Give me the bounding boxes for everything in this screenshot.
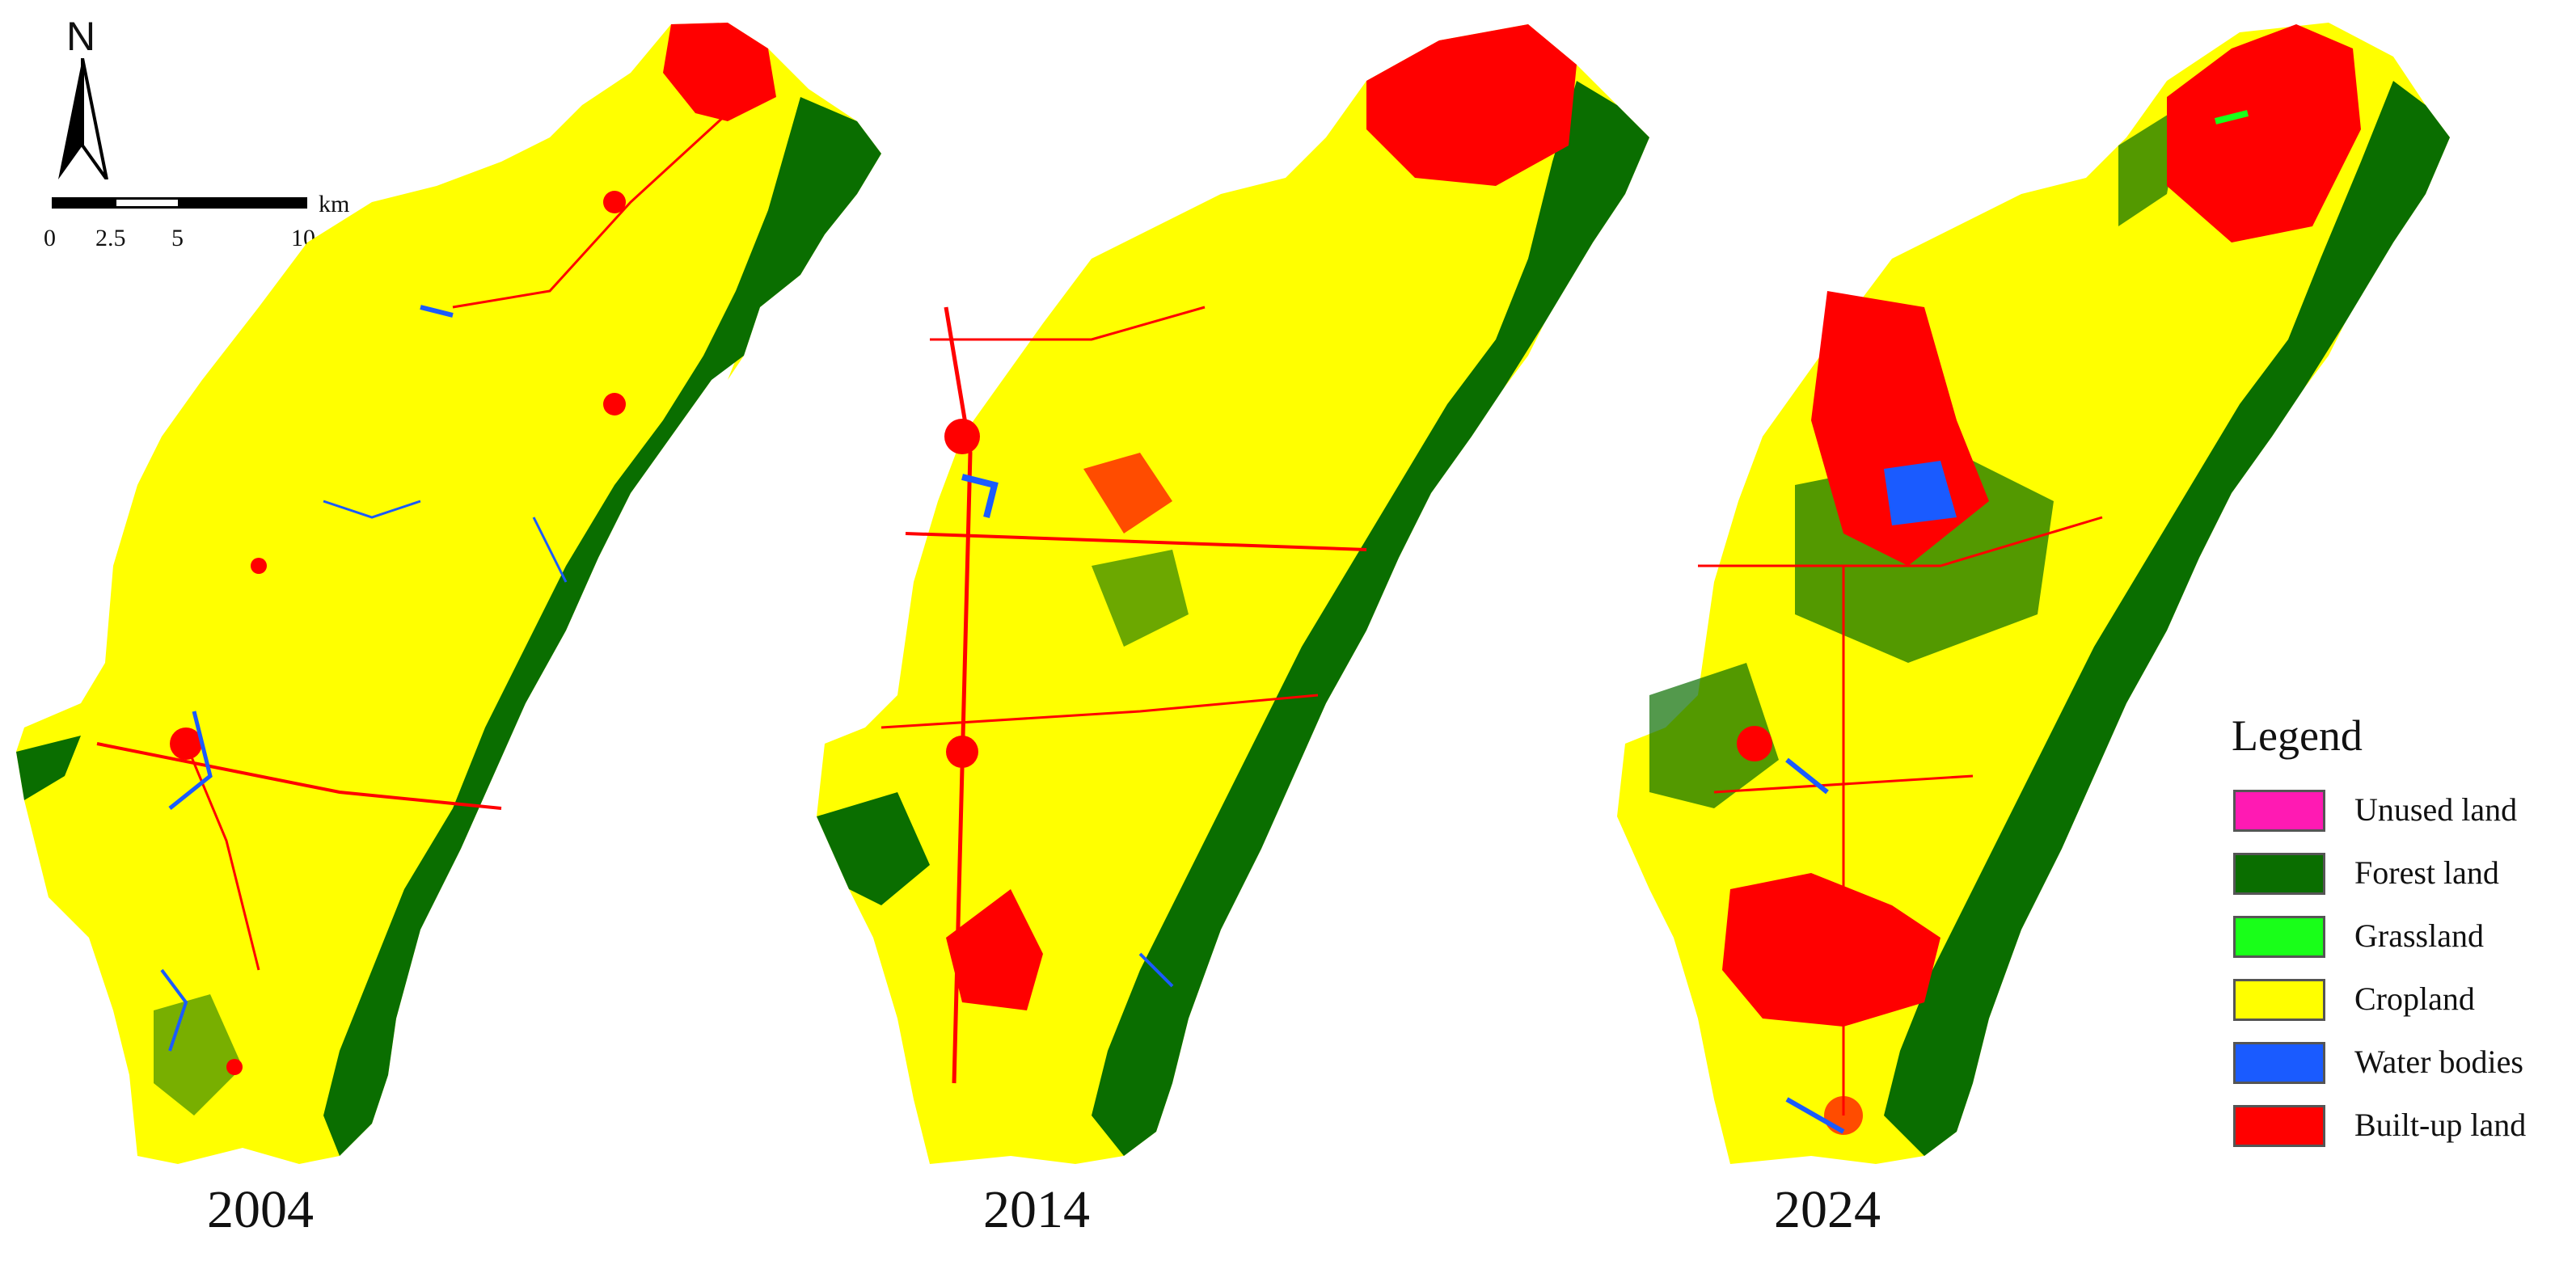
- north-label: N: [66, 14, 96, 59]
- year-label-2024: 2024: [1774, 1180, 1881, 1239]
- scale-tick-5: 5: [171, 225, 184, 251]
- scale-bar-graphic: [52, 197, 307, 209]
- legend-swatch-water-bodies: [2233, 1042, 2325, 1084]
- legend-swatch-grassland: [2233, 916, 2325, 958]
- legend-item-water-bodies: Water bodies: [2232, 1038, 2571, 1086]
- legend-item-cropland: Cropland: [2232, 975, 2571, 1023]
- legend-title: Legend: [2232, 711, 2363, 760]
- legend-label-grassland: Grassland: [2354, 917, 2484, 954]
- land-use-map-2014: [817, 24, 1649, 1164]
- legend-swatch-cropland: [2233, 979, 2325, 1021]
- scale-bar: 0 2.5 5 10 km: [44, 191, 374, 265]
- north-arrow-icon: [58, 58, 108, 179]
- scale-tick-2-5: 2.5: [95, 225, 126, 251]
- legend: Legend Unused land Forest land Grassland…: [2232, 711, 2571, 1164]
- map-2004: 2004: [0, 0, 889, 1261]
- year-label-2014: 2014: [983, 1180, 1090, 1239]
- year-label-2004: 2004: [207, 1180, 314, 1239]
- north-arrow: N: [50, 14, 123, 179]
- legend-label-built-up-land: Built-up land: [2354, 1107, 2527, 1143]
- land-use-map-2024: [1617, 23, 2450, 1164]
- scale-unit: km: [319, 191, 350, 217]
- legend-swatch-forest-land: [2233, 853, 2325, 895]
- map-2024: 2024: [1601, 0, 2490, 1261]
- legend-swatch-built-up-land: [2233, 1105, 2325, 1147]
- legend-swatch-unused-land: [2233, 790, 2325, 832]
- legend-label-forest-land: Forest land: [2354, 854, 2499, 891]
- legend-item-unused-land: Unused land: [2232, 786, 2571, 834]
- legend-item-forest-land: Forest land: [2232, 849, 2571, 897]
- legend-item-built-up-land: Built-up land: [2232, 1101, 2571, 1149]
- scale-tick-0: 0: [44, 225, 56, 251]
- legend-label-water-bodies: Water bodies: [2354, 1044, 2523, 1080]
- legend-label-unused-land: Unused land: [2354, 791, 2518, 828]
- land-use-map-2004: [16, 23, 881, 1164]
- map-2014: 2014: [800, 0, 1690, 1261]
- legend-item-grassland: Grassland: [2232, 912, 2571, 960]
- legend-label-cropland: Cropland: [2354, 981, 2475, 1017]
